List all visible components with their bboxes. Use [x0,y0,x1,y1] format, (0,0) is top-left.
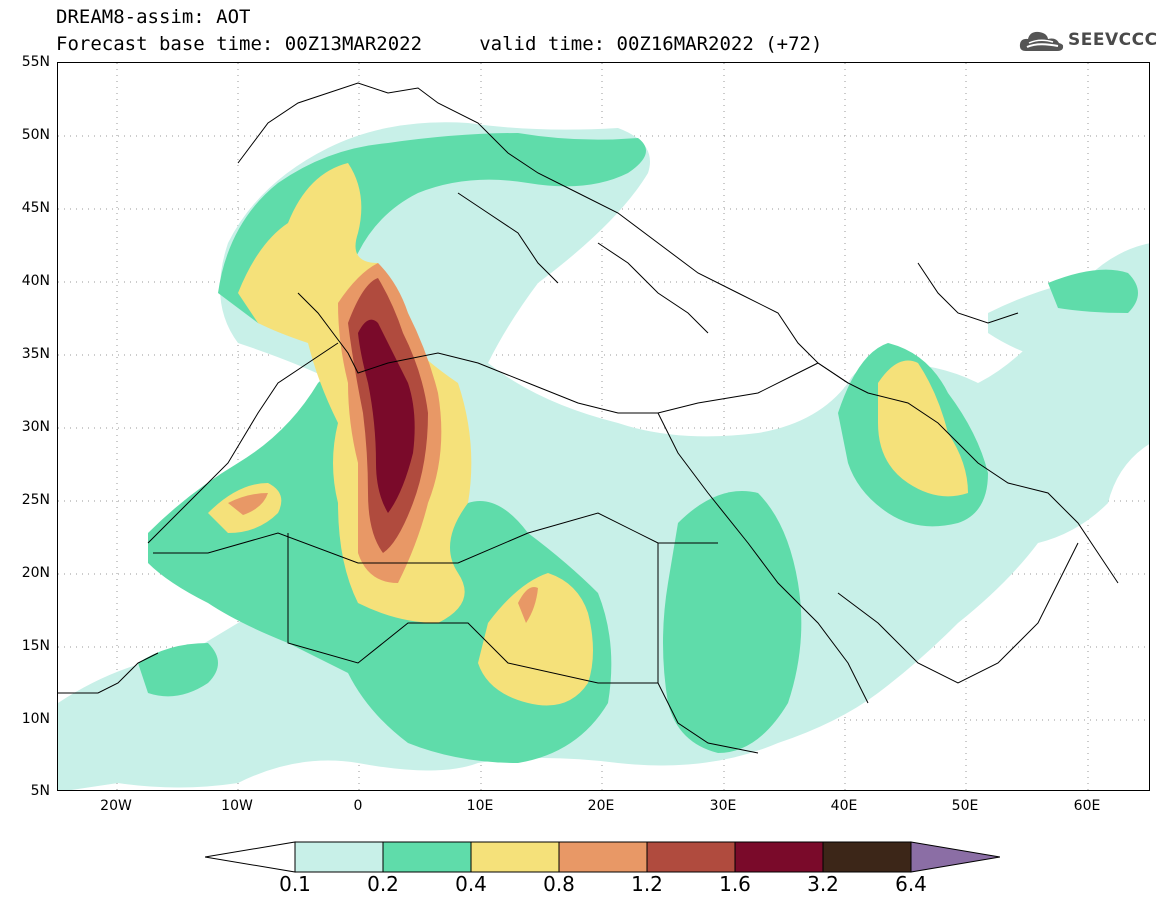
lat-label: 45N [21,200,50,216]
colorbar-bin [646,841,736,873]
lat-label: 20N [21,565,50,581]
logo-text: SEEVCCC [1068,30,1158,50]
coastlines [58,82,1119,754]
cloud-icon [1019,31,1064,51]
aot-map [57,62,1150,791]
colorbar-bin [470,841,560,873]
lon-label: 20E [587,798,615,814]
lat-label: 25N [21,492,50,508]
colorbar-over-arrow [910,841,1000,873]
lon-label: 30E [709,798,737,814]
lon-label: 10W [221,798,253,814]
lat-label: 50N [21,127,50,143]
colorbar-label: 0.1 [279,872,311,896]
lat-label: 55N [21,54,50,70]
colorbar-label: 0.2 [367,872,399,896]
lon-label: 40E [830,798,858,814]
colorbar-label: 0.4 [455,872,487,896]
colorbar-label: 3.2 [807,872,839,896]
seevccc-logo: SEEVCCC [1018,27,1158,55]
lat-label: 30N [21,419,50,435]
lon-label: 10E [466,798,494,814]
colorbar-label: 0.8 [543,872,575,896]
colorbar [205,841,1000,873]
colorbar-label: 6.4 [895,872,927,896]
lat-label: 40N [21,273,50,289]
colorbar-bin [734,841,824,873]
colorbar-under-arrow [205,841,296,873]
colorbar-bin [294,841,384,873]
lat-label: 35N [21,346,50,362]
lon-label: 50E [951,798,979,814]
colorbar-bin [558,841,648,873]
colorbar-label: 1.6 [719,872,751,896]
forecast-times: Forecast base time: 00Z13MAR2022 valid t… [56,33,823,55]
lat-label: 5N [30,783,50,799]
lon-label: 0 [353,798,363,814]
lat-label: 10N [21,711,50,727]
lon-label: 60E [1073,798,1101,814]
colorbar-label: 1.2 [631,872,663,896]
map-title: DREAM8-assim: AOT [56,6,251,28]
lon-label: 20W [100,798,132,814]
lat-label: 15N [21,638,50,654]
colorbar-bin [822,841,912,873]
colorbar-bin [382,841,472,873]
